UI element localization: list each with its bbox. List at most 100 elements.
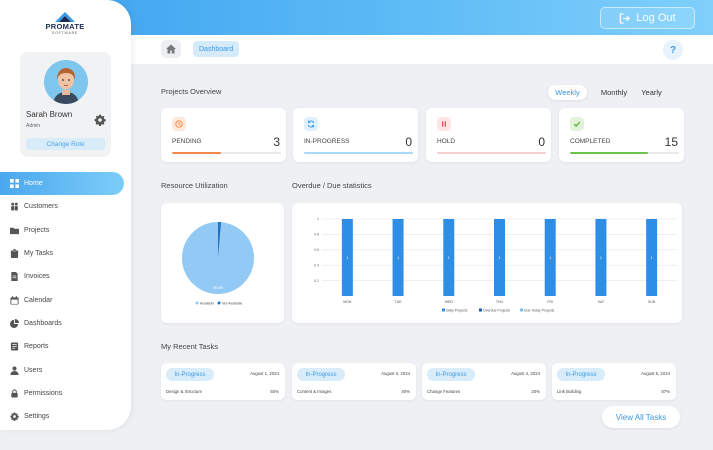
pie-data-label: 98.6% (213, 286, 223, 290)
logout-button[interactable]: Log Out (600, 7, 695, 29)
task-date: August 5, 2024 (641, 371, 670, 376)
folder-icon (10, 227, 19, 234)
status-card-completed[interactable]: COMPLETED 15 (559, 108, 684, 162)
x-tick-label: FRI (547, 300, 553, 304)
sidebar-item-label: Dashboards (24, 319, 62, 327)
y-tick-label: 0.6 (314, 248, 319, 252)
period-monthly[interactable]: Monthly (600, 88, 628, 97)
sidebar-item-users[interactable]: Users (0, 358, 131, 381)
sync-icon (307, 120, 315, 128)
legend-label: Overdue Projects (483, 308, 510, 312)
status-card-pending[interactable]: PENDING 3 (161, 108, 286, 162)
task-name: Design & Structure (166, 389, 203, 394)
profile-card: Sarah Brown Admin Change Role (20, 52, 111, 157)
sidebar-item-permissions[interactable]: Permissions (0, 382, 131, 405)
sidebar-item-settings[interactable]: Settings (0, 405, 131, 428)
bar-mon[interactable] (341, 219, 353, 296)
breadcrumb: Dashboard ? (131, 35, 713, 64)
pie-chart-icon (10, 318, 19, 328)
card-progress-fill (437, 152, 546, 154)
bar-sun[interactable] (646, 219, 658, 296)
sidebar: PROMATE SOFTWARE Sarah Brown Admin Chang… (0, 0, 131, 430)
legend-swatch (520, 308, 523, 312)
sidebar-item-invoices[interactable]: Invoices (0, 265, 131, 288)
sidebar-item-projects[interactable]: Projects (0, 219, 131, 242)
bar-wed[interactable] (443, 219, 455, 296)
logout-icon (620, 12, 631, 24)
invoice-icon (11, 272, 18, 282)
card-label: PENDING (172, 138, 202, 145)
card-progress-track (437, 152, 546, 154)
task-card[interactable]: In-Progress August 1, 2024 Design & Stru… (161, 363, 285, 400)
sidebar-item-label: Calendar (24, 296, 53, 304)
y-tick-label: 1 (317, 217, 319, 221)
y-tick-label: 0.2 (314, 279, 319, 283)
avatar[interactable] (44, 60, 88, 104)
bar-fri[interactable] (544, 219, 556, 296)
task-status-badge: In-Progress (427, 368, 475, 381)
pie-slice-not-available[interactable] (218, 222, 222, 258)
customers-icon (11, 203, 18, 211)
period-weekly[interactable]: Weekly (548, 85, 587, 100)
card-progress-track (172, 152, 281, 154)
y-tick-label: 0.4 (314, 263, 319, 267)
status-card-in-progress[interactable]: IN-PROGRESS 0 (293, 108, 418, 162)
card-icon-bg (172, 117, 186, 131)
bar-sat[interactable] (595, 219, 607, 296)
x-tick-label: SUN (648, 300, 656, 304)
check-icon (573, 121, 581, 127)
clock-icon (175, 120, 183, 128)
task-name: Content & Images (297, 389, 332, 394)
card-progress-fill (304, 152, 413, 154)
breadcrumb-current[interactable]: Dashboard (193, 41, 240, 57)
sidebar-item-label: Settings (24, 413, 50, 421)
task-status-badge: In-Progress (557, 368, 605, 381)
bar-data-label: 1 (448, 256, 450, 260)
task-date: August 1, 2024 (250, 371, 279, 376)
legend-swatch (442, 308, 445, 312)
sidebar-nav: Home Customers Projects My Tasks Invoice… (0, 172, 131, 428)
home-button[interactable] (161, 40, 181, 58)
sidebar-item-customers[interactable]: Customers (0, 195, 131, 218)
bar-data-label: 1 (549, 256, 551, 260)
task-percent: 40% (401, 389, 410, 394)
change-role-button[interactable]: Change Role (26, 138, 105, 150)
period-yearly[interactable]: Yearly (641, 88, 662, 97)
card-label: IN-PROGRESS (304, 138, 350, 145)
task-name: Link Building (557, 389, 582, 394)
logo-house-icon (55, 12, 75, 22)
card-progress-track (570, 152, 679, 154)
sidebar-item-reports[interactable]: Reports (0, 335, 131, 358)
status-card-hold[interactable]: HOLD 0 (426, 108, 551, 162)
task-name: Change Features (427, 389, 461, 394)
sidebar-item-label: Home (24, 180, 43, 188)
help-button[interactable]: ? (663, 40, 683, 60)
card-value: 3 (273, 135, 280, 149)
task-card[interactable]: In-Progress August 3, 2024 Content & Ima… (292, 363, 416, 400)
bar-thu[interactable] (494, 219, 505, 296)
profile-name: Sarah Brown (26, 110, 73, 119)
sidebar-item-calendar[interactable]: Calendar (0, 288, 131, 311)
task-date: August 3, 2024 (381, 371, 410, 376)
legend-label: Daily Projects (446, 308, 468, 312)
bar-tue[interactable] (392, 219, 404, 296)
sidebar-item-home[interactable]: Home (0, 172, 124, 196)
sidebar-item-label: Customers (24, 203, 58, 211)
card-progress-fill (570, 152, 649, 154)
gear-icon (10, 412, 19, 422)
resource-pie-chart: 98.6% Available Not Available (182, 222, 254, 305)
gear-icon[interactable] (94, 114, 106, 126)
card-progress-track (304, 152, 413, 154)
task-status-badge: In-Progress (297, 368, 345, 381)
app-logo[interactable]: PROMATE SOFTWARE (40, 10, 90, 36)
legend-label: Not Available (222, 301, 242, 305)
overdue-bar-chart: 0.2 0.4 0.6 0.8 1 1 MON 1 TUE 1 WED 1 THU 1 FRI 1 SAT 1 SU… (314, 217, 677, 312)
task-card[interactable]: In-Progress August 5, 2024 Link Building… (552, 363, 676, 400)
view-all-tasks-button[interactable]: View All Tasks (602, 406, 680, 428)
x-tick-label: SAT (598, 300, 605, 304)
task-status-badge: In-Progress (166, 368, 214, 381)
sidebar-item-dashboards[interactable]: Dashboards (0, 312, 131, 335)
task-card[interactable]: In-Progress August 4, 2024 Change Featur… (422, 363, 546, 400)
card-value: 15 (664, 135, 678, 149)
sidebar-item-my-tasks[interactable]: My Tasks (0, 242, 131, 265)
